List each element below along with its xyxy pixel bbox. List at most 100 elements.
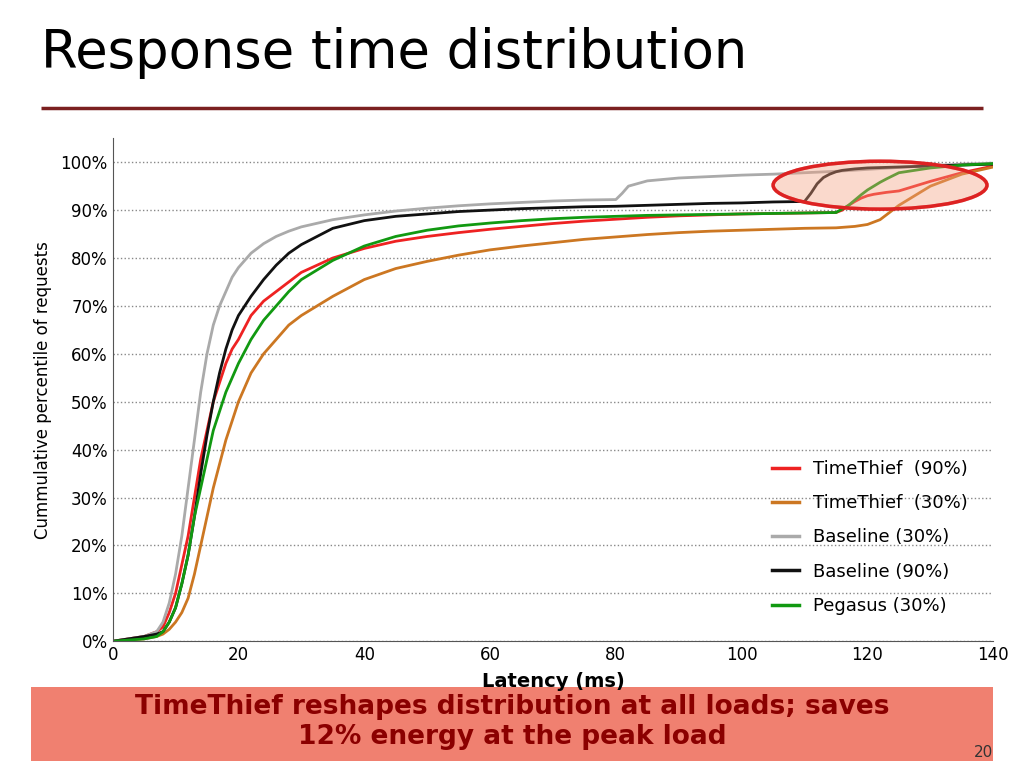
Baseline (90%)	[176, 579, 188, 588]
TimeThief  (90%)	[295, 268, 307, 277]
Baseline (90%)	[925, 161, 937, 170]
Baseline (90%)	[837, 166, 849, 175]
TimeThief  (90%)	[641, 213, 653, 222]
TimeThief  (90%)	[257, 296, 269, 306]
TimeThief  (30%)	[453, 250, 465, 260]
Pegasus (30%)	[232, 359, 245, 368]
Baseline (30%)	[829, 167, 842, 176]
TimeThief  (90%)	[327, 253, 339, 263]
Text: Response time distribution: Response time distribution	[41, 27, 748, 79]
Baseline (30%)	[641, 177, 653, 186]
Baseline (90%)	[955, 161, 968, 170]
Pegasus (30%)	[893, 168, 905, 177]
TimeThief  (30%)	[609, 233, 622, 242]
Baseline (90%)	[327, 223, 339, 233]
Baseline (90%)	[169, 603, 181, 612]
Pegasus (30%)	[987, 159, 999, 168]
TimeThief  (90%)	[837, 206, 849, 215]
Pegasus (30%)	[106, 637, 119, 646]
TimeThief  (30%)	[232, 397, 245, 406]
Baseline (90%)	[849, 164, 861, 174]
TimeThief  (90%)	[195, 455, 207, 464]
TimeThief  (30%)	[767, 225, 779, 234]
TimeThief  (90%)	[163, 608, 175, 617]
Pegasus (30%)	[358, 241, 371, 250]
TimeThief  (30%)	[849, 222, 861, 231]
Baseline (90%)	[811, 179, 823, 188]
Baseline (30%)	[188, 435, 201, 445]
Baseline (30%)	[220, 287, 232, 296]
TimeThief  (90%)	[169, 589, 181, 598]
Baseline (30%)	[232, 263, 245, 272]
TimeThief  (90%)	[873, 189, 886, 198]
Baseline (90%)	[805, 189, 817, 198]
Baseline (30%)	[925, 161, 937, 170]
Baseline (30%)	[515, 198, 527, 207]
TimeThief  (30%)	[220, 435, 232, 445]
Pegasus (30%)	[673, 210, 685, 220]
TimeThief  (30%)	[925, 181, 937, 190]
TimeThief  (90%)	[867, 190, 880, 199]
Pegasus (30%)	[515, 216, 527, 225]
TimeThief  (30%)	[138, 634, 151, 644]
Baseline (90%)	[257, 275, 269, 284]
Pegasus (30%)	[327, 256, 339, 265]
TimeThief  (90%)	[515, 222, 527, 231]
Baseline (30%)	[283, 227, 295, 236]
TimeThief  (90%)	[735, 210, 748, 219]
TimeThief  (90%)	[881, 187, 893, 197]
Line: Baseline (90%): Baseline (90%)	[113, 164, 993, 641]
Baseline (30%)	[623, 181, 635, 190]
TimeThief  (30%)	[641, 230, 653, 239]
Baseline (30%)	[207, 320, 219, 329]
TimeThief  (90%)	[849, 197, 861, 206]
TimeThief  (90%)	[421, 232, 433, 241]
TimeThief  (90%)	[673, 211, 685, 220]
Pegasus (30%)	[735, 210, 748, 219]
TimeThief  (90%)	[232, 335, 245, 344]
Pegasus (30%)	[881, 174, 893, 184]
Baseline (90%)	[893, 162, 905, 171]
TimeThief  (90%)	[245, 311, 257, 320]
Pegasus (30%)	[843, 200, 855, 210]
TimeThief  (90%)	[893, 187, 905, 196]
TimeThief  (90%)	[188, 493, 201, 502]
TimeThief  (90%)	[207, 397, 219, 406]
Pegasus (30%)	[767, 209, 779, 218]
Baseline (90%)	[245, 292, 257, 301]
TimeThief  (30%)	[195, 541, 207, 550]
Baseline (30%)	[579, 195, 591, 204]
Pegasus (30%)	[182, 551, 195, 560]
Baseline (90%)	[163, 617, 175, 627]
TimeThief  (90%)	[358, 243, 371, 253]
TimeThief  (30%)	[163, 624, 175, 634]
Baseline (90%)	[188, 512, 201, 521]
TimeThief  (90%)	[176, 560, 188, 569]
TimeThief  (30%)	[151, 632, 163, 641]
TimeThief  (30%)	[799, 223, 811, 233]
Baseline (90%)	[106, 637, 119, 646]
TimeThief  (30%)	[484, 245, 497, 254]
Pegasus (30%)	[295, 275, 307, 284]
Baseline (90%)	[547, 203, 559, 212]
Baseline (30%)	[987, 158, 999, 167]
Text: 20: 20	[974, 745, 993, 760]
Baseline (30%)	[705, 172, 717, 181]
Baseline (90%)	[151, 630, 163, 639]
Pegasus (30%)	[873, 177, 886, 187]
TimeThief  (30%)	[245, 369, 257, 378]
TimeThief  (90%)	[270, 287, 283, 296]
TimeThief  (30%)	[955, 170, 968, 179]
TimeThief  (90%)	[609, 214, 622, 223]
Baseline (90%)	[609, 202, 622, 211]
TimeThief  (90%)	[138, 632, 151, 641]
TimeThief  (90%)	[226, 344, 239, 353]
Baseline (30%)	[893, 163, 905, 172]
Baseline (30%)	[257, 239, 269, 248]
Baseline (90%)	[232, 311, 245, 320]
Baseline (30%)	[453, 201, 465, 210]
Y-axis label: Cummulative percentile of requests: Cummulative percentile of requests	[34, 241, 52, 538]
Baseline (90%)	[358, 216, 371, 225]
Pegasus (30%)	[547, 214, 559, 223]
Baseline (90%)	[767, 197, 779, 207]
